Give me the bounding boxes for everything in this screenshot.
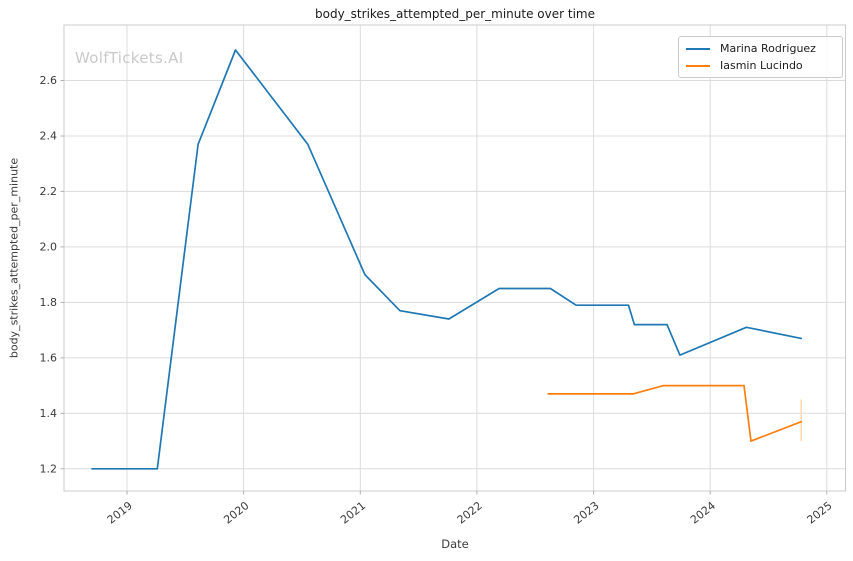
legend: Marina Rodriguez Iasmin Lucindo [678,36,843,78]
legend-label: Iasmin Lucindo [720,59,803,72]
x-tick-label: 2019 [105,499,135,526]
x-tick-label: 2023 [571,499,601,526]
x-tick-label: 2024 [688,499,718,526]
x-tick-label: 2022 [455,499,485,526]
legend-line-sample-blue [686,47,710,50]
legend-item-iasmin-lucindo: Iasmin Lucindo [686,59,836,72]
y-tick-label: 1.2 [40,462,58,475]
x-axis-label: Date [441,537,469,551]
series-line-iasmin-lucindo [547,384,803,442]
y-tick-label: 2.2 [40,185,58,198]
y-tick-label: 1.6 [40,351,58,364]
legend-line-sample-orange [686,64,710,67]
y-tick-label: 1.8 [40,296,58,309]
y-tick-label: 2.6 [40,74,58,87]
y-tick-label: 2.0 [40,240,58,253]
x-tick-label: 2021 [338,499,368,526]
y-tick-label: 2.4 [40,130,58,143]
plot-frame [63,24,846,492]
chart-title: body_strikes_attempted_per_minute over t… [315,7,595,21]
x-tick-label: 2020 [221,499,251,526]
legend-label: Marina Rodriguez [720,42,816,55]
legend-item-marina-rodriguez: Marina Rodriguez [686,42,836,55]
y-tick-label: 1.4 [40,407,58,420]
x-tick-label: 2025 [805,499,835,526]
y-axis-label: body_strikes_attempted_per_minute [7,157,21,359]
watermark: WolfTickets.AI [75,49,184,67]
series-line-marina-rodriguez [91,49,803,470]
